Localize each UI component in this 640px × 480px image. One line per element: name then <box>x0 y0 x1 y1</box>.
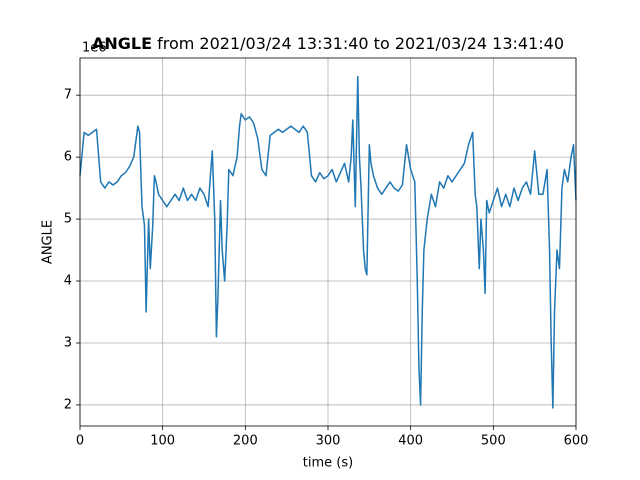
y-tick-label: 7 <box>64 88 72 103</box>
x-tick-label: 200 <box>233 434 258 449</box>
y-tick-label: 2 <box>64 397 72 412</box>
x-tick-label: 0 <box>76 434 84 449</box>
x-tick-label: 100 <box>150 434 175 449</box>
y-tick-label: 3 <box>64 335 72 350</box>
x-tick-label: 300 <box>316 434 341 449</box>
title-bold: ANGLE <box>92 34 152 53</box>
title-rest: from 2021/03/24 13:31:40 to 2021/03/24 1… <box>157 34 564 53</box>
plot-area <box>79 58 577 426</box>
x-tick-label: 600 <box>564 434 589 449</box>
y-axis-label: ANGLE <box>41 220 56 264</box>
y-tick-label: 6 <box>64 150 72 165</box>
x-axis-label: time (s) <box>303 456 353 471</box>
data-line <box>79 75 577 409</box>
chart-title: ANGLE from 2021/03/24 13:31:40 to 2021/0… <box>92 34 564 53</box>
y-offset-text: 1e6 <box>82 41 107 56</box>
y-tick-label: 5 <box>64 212 72 227</box>
y-tick-label: 4 <box>64 274 72 289</box>
x-tick-label: 500 <box>481 434 506 449</box>
x-tick-label: 400 <box>398 434 423 449</box>
